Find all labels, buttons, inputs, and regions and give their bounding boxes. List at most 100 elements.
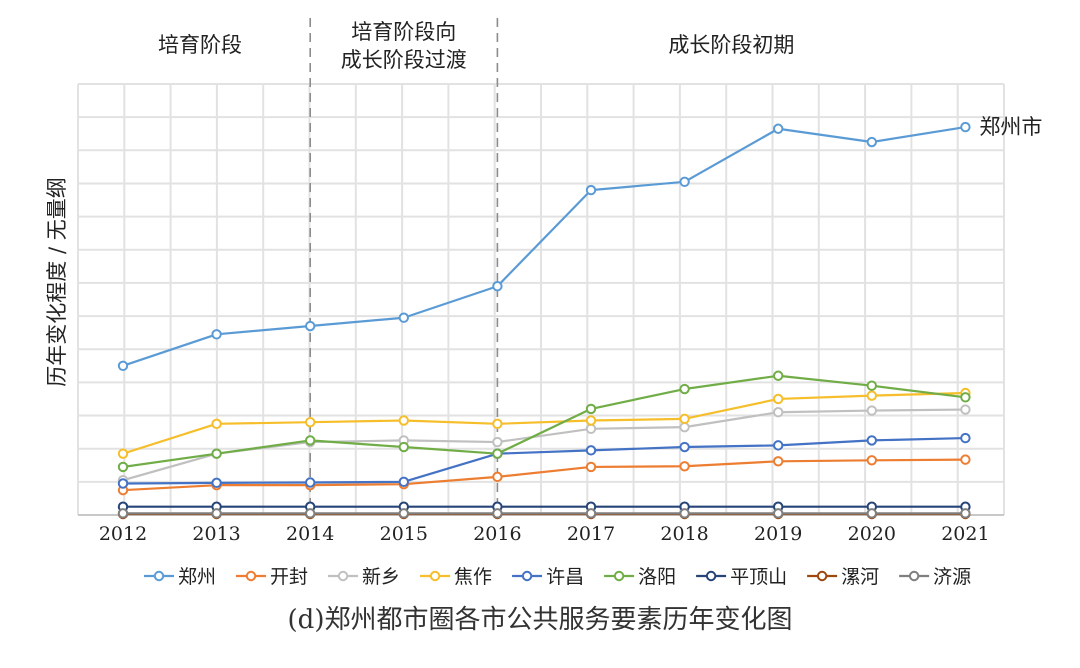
legend-item-6: 平顶山 — [696, 566, 787, 588]
x-tick-label: 2014 — [286, 523, 334, 545]
x-tick-label: 2016 — [473, 523, 521, 545]
series-line — [122, 436, 966, 485]
legend-label: 洛阳 — [638, 566, 676, 588]
data-point — [117, 360, 129, 372]
stage-dividers — [309, 18, 499, 515]
data-point — [866, 405, 877, 416]
data-point — [773, 393, 784, 405]
data-point — [492, 471, 503, 483]
legend-label: 平顶山 — [730, 566, 787, 588]
series-0 — [117, 121, 971, 372]
data-point — [679, 461, 690, 472]
legend-label: 郑州 — [178, 566, 216, 588]
series-line — [122, 458, 966, 492]
legend-item-5: 洛阳 — [604, 566, 676, 588]
data-point — [866, 508, 877, 519]
data-point — [585, 423, 597, 434]
data-point — [492, 448, 503, 459]
legend-item-4: 许昌 — [512, 566, 584, 588]
stage-label-2: 成长阶段初期 — [668, 33, 794, 57]
data-point — [866, 136, 877, 148]
x-tick-label: 2020 — [848, 523, 896, 545]
legend-item-8: 济源 — [899, 566, 971, 588]
zhengzhou-end-label: 郑州市 — [979, 115, 1042, 139]
data-point — [679, 413, 690, 425]
legend-marker — [816, 570, 828, 582]
series-5 — [117, 370, 971, 473]
data-point — [773, 123, 784, 134]
legend-marker — [521, 570, 533, 582]
legend-item-7: 漯河 — [807, 566, 879, 588]
data-point — [773, 370, 784, 381]
legend: 郑州 开封 新乡 焦作 许昌 洛阳 平顶山 漯河 济源 — [144, 566, 971, 588]
legend-marker — [908, 570, 920, 582]
legend-marker — [429, 570, 441, 582]
x-tick-label: 2013 — [192, 523, 240, 545]
data-point — [866, 455, 877, 466]
series-line — [122, 126, 966, 367]
x-tick-label: 2015 — [380, 523, 428, 545]
data-point — [305, 477, 316, 488]
data-point — [773, 440, 784, 451]
data-point — [679, 421, 690, 433]
data-point — [960, 404, 971, 415]
data-point — [585, 461, 597, 473]
legend-label: 漯河 — [841, 566, 879, 588]
x-tick-label: 2019 — [754, 523, 802, 545]
data-point — [679, 383, 690, 395]
y-axis-label: 历年变化程度 / 无量纲 — [45, 177, 69, 386]
stage-labels: 培育阶段 培育阶段向成长阶段过渡 成长阶段初期 — [158, 20, 794, 72]
data-point — [117, 478, 129, 489]
legend-marker — [245, 570, 257, 582]
data-point — [679, 176, 690, 188]
x-tick-label: 2021 — [941, 523, 989, 545]
series-line — [122, 391, 966, 455]
legend-item-1: 开封 — [236, 566, 308, 588]
series-line — [122, 408, 966, 482]
data-point — [211, 508, 222, 519]
x-tick-label: 2012 — [99, 523, 147, 545]
legend-label: 焦作 — [454, 566, 492, 588]
data-point — [117, 461, 129, 473]
data-point — [305, 416, 316, 428]
legend-label: 许昌 — [546, 566, 584, 588]
data-point — [492, 418, 503, 430]
legend-marker — [613, 570, 625, 582]
data-point — [211, 418, 222, 430]
x-tick-label: 2017 — [567, 523, 615, 545]
data-point — [585, 445, 597, 456]
legend-label: 新乡 — [362, 566, 400, 588]
data-point — [398, 312, 409, 323]
data-point — [585, 415, 597, 426]
data-point — [960, 432, 971, 444]
data-point — [866, 380, 877, 391]
data-point — [398, 476, 409, 488]
stage-label-1: 培育阶段向成长阶段过渡 — [341, 20, 467, 72]
data-point — [211, 477, 222, 489]
series-lines — [117, 121, 971, 520]
data-point — [211, 448, 222, 459]
data-point — [492, 436, 503, 448]
data-point — [960, 392, 971, 403]
legend-item-3: 焦作 — [420, 566, 492, 588]
legend-item-2: 新乡 — [328, 566, 400, 588]
x-tick-label: 2018 — [660, 523, 708, 545]
stage-label-0: 培育阶段 — [158, 33, 242, 57]
data-point — [398, 415, 409, 426]
data-point — [492, 281, 503, 292]
series-8 — [117, 508, 971, 519]
data-point — [679, 508, 690, 519]
chart-caption: (d)郑州都市圈各市公共服务要素历年变化图 — [288, 605, 793, 635]
data-point — [117, 448, 129, 459]
data-point — [398, 441, 409, 453]
data-point — [960, 454, 971, 465]
legend-marker — [153, 570, 165, 582]
data-point — [492, 508, 503, 519]
legend-item-0: 郑州 — [144, 566, 216, 588]
series-1 — [117, 454, 971, 496]
series-4 — [117, 432, 971, 489]
data-point — [773, 508, 784, 519]
series-3 — [117, 387, 971, 459]
legend-marker — [337, 570, 349, 582]
